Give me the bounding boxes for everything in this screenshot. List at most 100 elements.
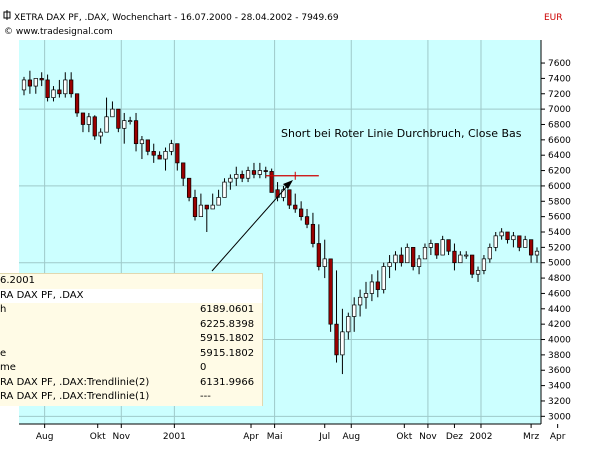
candlestick-series [21,70,540,375]
candle [511,235,516,241]
candle [293,204,298,210]
info-row: RA DAX PF, .DAX:Trendlinie(1) --- [0,390,262,405]
trendline-layer [265,171,319,180]
info-row-value: 6189.0601 [200,304,255,315]
info-row: RA DAX PF, .DAX:Trendlinie(2) 6131.9966 [0,376,262,391]
y-axis: 3000 3200 3400 3600 3800 4000 4200 4400 4600 4800… [540,40,571,424]
y-tick-label: 5200 [548,243,571,253]
candle [51,89,56,98]
info-row-label: RA DAX PF, .DAX:Trendlinie(2) [0,376,150,388]
y-tick-label: 6600 [548,136,571,146]
candle [45,79,50,98]
y-tick-label: 5400 [548,228,571,238]
y-tick-label: 4800 [548,274,571,284]
info-instrument-row: RA DAX PF, .DAX [0,288,262,303]
candle [104,116,109,133]
candle [422,247,428,260]
y-tick-label: 3800 [548,351,571,361]
y-tick-label: 4600 [548,289,571,299]
candle [222,181,227,198]
candle [122,120,127,129]
candle [352,304,357,317]
candle [39,78,44,81]
candle [310,223,316,244]
candle [157,154,162,160]
candle [74,93,80,114]
candle [27,79,33,87]
info-row-label: me [0,362,16,373]
candle [86,116,91,125]
y-tick-label: 7200 [548,90,571,100]
candle [340,331,345,356]
candle [245,170,251,179]
candle [228,177,233,183]
candle [534,250,540,256]
x-tick-label: Mai [267,432,283,442]
x-tick-label: Apr [243,432,259,442]
y-tick-label: 3000 [548,412,571,422]
candle [328,258,333,325]
info-row-label: RA DAX PF, .DAX:Trendlinie(1) [0,391,150,402]
candle [263,170,268,172]
y-tick-label: 3600 [548,366,571,376]
candle [363,293,369,298]
candle [452,250,457,264]
info-row: 5915.1802 [0,332,262,347]
candle [186,177,192,198]
x-tick-label: Jul [318,432,330,442]
info-row: me 0 [0,361,262,376]
x-tick-label: Okt [90,432,106,442]
info-row-value: --- [200,391,211,402]
y-tick-label: 6200 [548,167,571,177]
info-row: 6225.8398 [0,318,262,333]
info-row-label: e [0,347,7,359]
y-tick-label: 5000 [548,259,571,269]
x-tick-label: Aug [342,432,360,442]
candle [240,174,245,179]
candle [440,239,445,256]
candle [304,216,310,225]
candle [128,120,133,122]
candle [411,247,416,267]
candle [210,204,215,210]
candle [487,247,492,260]
x-tick-label: Nov [419,432,437,442]
candle [163,151,168,160]
y-tick-label: 5600 [548,213,571,223]
candle [169,143,174,152]
info-row-value: 0 [200,362,207,373]
x-tick-label: 2002 [470,432,493,442]
candle [251,170,257,175]
y-tick-label: 7400 [548,74,571,84]
x-tick-label: Apr [550,432,566,442]
candle [387,262,392,267]
candle [257,170,262,175]
candle [381,266,386,290]
candle [481,258,487,271]
info-row-value: 5915.1802 [200,333,255,344]
candle [399,254,404,264]
x-tick-label: Okt [396,432,412,442]
candle [475,270,481,275]
candle [33,78,38,87]
x-tick-label: Aug [36,432,54,442]
candle [434,243,439,256]
candle [139,139,145,145]
candle [269,171,274,193]
info-row-value: 6225.8398 [200,318,255,330]
y-tick-label: 4400 [548,305,571,315]
candle [80,112,86,125]
candle [145,139,150,152]
candle [499,231,504,237]
copyright-text: © www.tradesignal.com [4,27,113,37]
y-tick-label: 3400 [548,382,571,392]
info-date: 6.2001 [0,275,35,286]
y-tick-label: 7600 [548,59,571,69]
candle [405,247,410,264]
y-tick-label: 5800 [548,197,571,207]
candle [369,281,375,294]
info-row-value: 5915.1802 [200,347,255,359]
candle [470,254,475,275]
candle [92,116,97,137]
y-tick-label: 3200 [548,397,571,407]
